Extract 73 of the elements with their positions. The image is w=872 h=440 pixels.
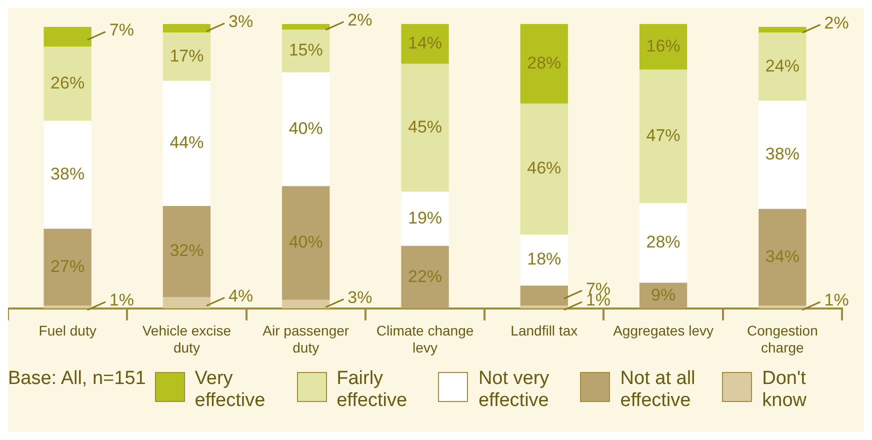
data-label: 2% <box>824 13 849 32</box>
data-label: 3% <box>348 288 372 307</box>
data-label: 45% <box>408 117 442 136</box>
data-label: 28% <box>527 54 562 73</box>
legend-label: Not at all effective <box>620 368 696 412</box>
bar <box>282 24 330 30</box>
bar <box>44 120 92 229</box>
bar <box>162 24 211 33</box>
legend-label: Fairly effective <box>336 368 408 412</box>
bar <box>282 30 330 72</box>
bar <box>639 24 688 70</box>
data-label: 32% <box>170 241 204 260</box>
data-label: 40% <box>288 232 323 252</box>
legend-label: Very effective <box>194 368 266 412</box>
data-label: 34% <box>765 246 800 266</box>
bar <box>162 80 211 206</box>
x-tick-label: Fuel duty <box>38 322 96 339</box>
x-tick-label: Climate change levy <box>376 322 474 356</box>
data-label: 26% <box>50 73 85 92</box>
bar <box>162 32 211 81</box>
x-tick-label: Aggregates levy <box>613 322 714 339</box>
bar <box>520 286 568 306</box>
data-label: 17% <box>170 46 204 66</box>
bar <box>282 186 330 300</box>
bar <box>401 64 449 192</box>
data-label: 15% <box>288 40 323 60</box>
data-label: 27% <box>50 256 85 276</box>
bar <box>44 26 92 47</box>
bar <box>282 72 330 186</box>
bar <box>639 70 688 204</box>
data-label: 22% <box>408 266 442 286</box>
data-label: 38% <box>765 144 800 164</box>
data-label: 24% <box>765 56 800 76</box>
data-label: 2% <box>348 10 372 30</box>
bar <box>282 300 330 308</box>
text: Base: All, n=151 <box>8 368 147 390</box>
bar <box>401 192 449 246</box>
x-tick-label: Congestion charge <box>747 322 818 356</box>
bar <box>401 24 449 64</box>
data-label: 16% <box>646 36 680 56</box>
data-label: 44% <box>170 133 204 152</box>
data-label: 18% <box>527 250 562 269</box>
data-label: 9% <box>650 285 676 304</box>
bar <box>520 234 568 286</box>
bar <box>44 46 92 121</box>
bar <box>758 32 806 101</box>
bar <box>44 228 92 306</box>
x-tick-label: Landfill tax <box>510 322 578 339</box>
bar <box>639 203 688 283</box>
data-label: 7% <box>109 20 134 40</box>
bar <box>162 297 211 308</box>
bar <box>401 246 449 308</box>
bar <box>758 208 806 306</box>
bar <box>520 24 568 104</box>
bar <box>758 26 806 33</box>
data-label: 14% <box>408 34 442 53</box>
bar <box>162 206 211 298</box>
bar <box>520 104 568 234</box>
x-tick-label: Air passenger duty <box>262 322 350 356</box>
legend-label: Don't know <box>762 368 808 412</box>
data-label: 1% <box>109 290 134 310</box>
x-tick-label: Vehicle excise duty <box>142 322 232 356</box>
data-label: 19% <box>408 208 442 228</box>
data-label: 46% <box>527 158 562 178</box>
data-label: 4% <box>228 286 254 306</box>
legend-label: Not very effective <box>478 368 550 412</box>
bar <box>758 100 806 209</box>
data-label: 38% <box>50 164 85 184</box>
data-label: 3% <box>228 12 254 31</box>
data-label: 28% <box>646 232 680 252</box>
data-label: 40% <box>288 118 323 138</box>
data-label: 1% <box>824 290 849 310</box>
data-label: 47% <box>646 126 680 146</box>
